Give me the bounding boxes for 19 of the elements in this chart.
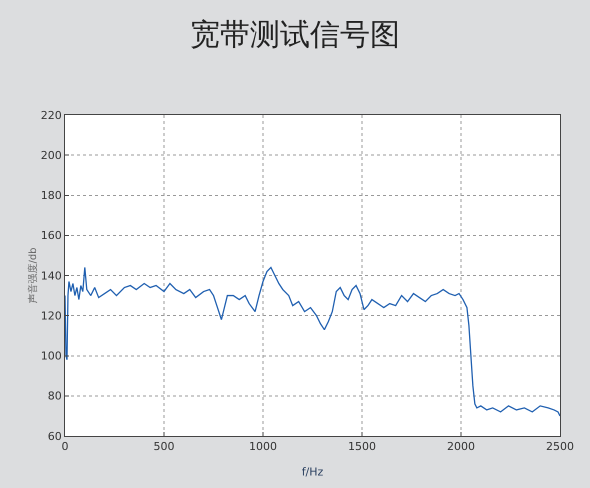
y-tick-label: 60 bbox=[48, 430, 62, 443]
y-tick-label: 160 bbox=[40, 229, 62, 242]
y-tick-label: 80 bbox=[48, 390, 62, 403]
x-tick-label: 500 bbox=[154, 440, 174, 454]
x-tick-label: 0 bbox=[62, 440, 68, 454]
chart-title: 宽带测试信号图 bbox=[190, 18, 400, 53]
y-axis-title: 声音强度/db bbox=[26, 247, 39, 304]
y-tick-label: 180 bbox=[40, 189, 62, 202]
x-tick-label: 1000 bbox=[249, 440, 277, 454]
x-tick-label: 1500 bbox=[348, 440, 376, 454]
y-tick-label: 120 bbox=[40, 309, 62, 322]
line-series bbox=[65, 266, 560, 417]
y-tick-label: 140 bbox=[40, 269, 62, 282]
x-axis-title: f/Hz bbox=[302, 465, 324, 478]
y-tick-label: 220 bbox=[40, 108, 62, 122]
y-tick-label: 200 bbox=[40, 148, 62, 162]
x-tick-label: 2000 bbox=[447, 440, 475, 454]
y-tick-label: 100 bbox=[40, 350, 62, 363]
x-tick-label: 2500 bbox=[546, 440, 574, 454]
